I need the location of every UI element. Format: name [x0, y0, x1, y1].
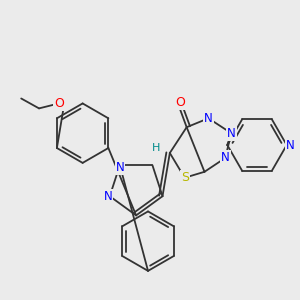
Text: S: S	[181, 171, 189, 184]
Text: N: N	[204, 112, 213, 125]
Text: O: O	[175, 96, 185, 109]
Text: N: N	[221, 152, 230, 164]
Text: N: N	[116, 161, 124, 174]
Text: N: N	[227, 127, 236, 140]
Text: O: O	[54, 97, 64, 110]
Text: N: N	[103, 190, 112, 203]
Text: N: N	[286, 139, 295, 152]
Text: H: H	[152, 143, 160, 153]
